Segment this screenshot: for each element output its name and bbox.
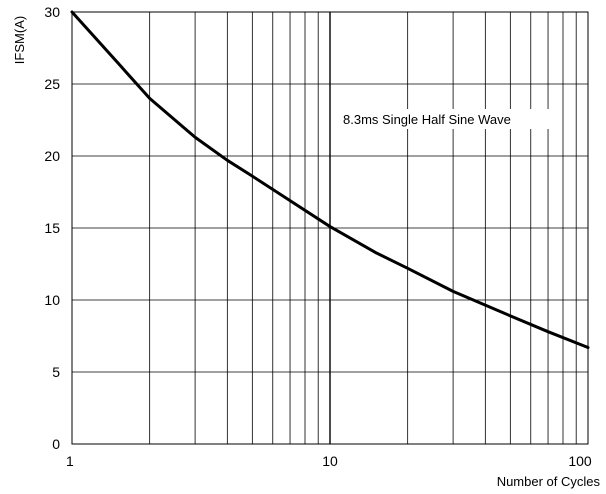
plot-frame xyxy=(71,11,589,445)
y-tick-label: 25 xyxy=(44,76,60,92)
y-axis-label: IFSM(A) xyxy=(12,16,27,64)
y-tick-label: 5 xyxy=(52,364,60,380)
x-tick-label: 100 xyxy=(568,453,592,469)
x-axis-label: Number of Cycles xyxy=(497,474,601,489)
annotation-background xyxy=(337,109,559,129)
x-tick-label: 10 xyxy=(322,453,338,469)
grid xyxy=(72,12,588,444)
x-tick-label: 1 xyxy=(66,453,74,469)
y-tick-label: 0 xyxy=(52,436,60,452)
chart-annotation: 8.3ms Single Half Sine Wave xyxy=(343,112,511,127)
y-tick-label: 30 xyxy=(44,4,60,20)
y-tick-label: 20 xyxy=(44,148,60,164)
x-axis-ticks: 1 10 100 xyxy=(66,453,592,469)
surge-current-curve xyxy=(70,10,590,350)
y-axis-ticks: 0 5 10 15 20 25 30 xyxy=(44,4,60,452)
y-tick-label: 10 xyxy=(44,292,60,308)
y-tick-label: 15 xyxy=(44,220,60,236)
